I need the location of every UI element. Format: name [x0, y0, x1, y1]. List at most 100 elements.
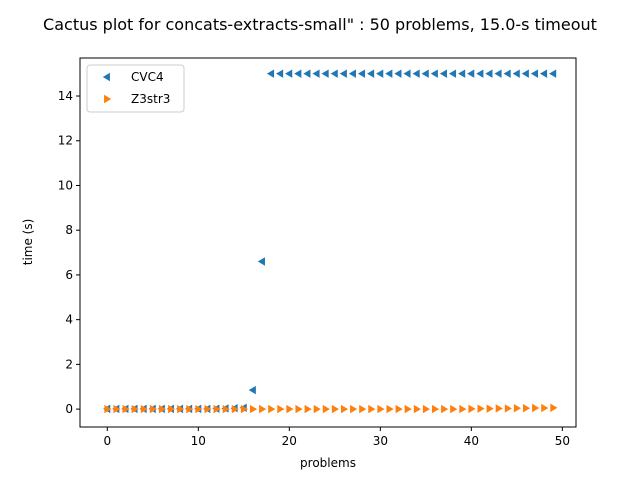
x-axis-label: problems [300, 456, 356, 470]
legend: CVC4 Z3str3 [86, 64, 185, 113]
x-tick-label: 10 [191, 434, 206, 448]
data-point [140, 404, 148, 414]
data-point [467, 69, 475, 78]
data-point [539, 69, 548, 78]
y-tick-label: 12 [58, 134, 73, 148]
data-point [503, 69, 511, 78]
legend-box [86, 64, 185, 113]
data-point [430, 69, 438, 78]
data-point [204, 404, 212, 414]
data-point [322, 404, 330, 414]
y-tick-label: 4 [65, 313, 73, 327]
data-point [240, 404, 249, 414]
plot-border [79, 57, 577, 428]
data-point [421, 69, 429, 78]
series-z3str3 [104, 403, 558, 414]
data-point [359, 404, 367, 414]
data-point [532, 403, 540, 413]
data-point [331, 404, 340, 414]
y-axis-ticks: 0 2 4 6 8 10 12 14 [58, 89, 80, 416]
x-tick-label: 30 [373, 434, 388, 448]
plot-area: 0 10 20 30 40 50 0 2 4 6 8 10 12 14 [58, 57, 577, 448]
data-point [222, 404, 230, 414]
legend-item-z3str3: Z3str3 [104, 92, 170, 106]
data-point [458, 69, 466, 78]
data-point [213, 404, 221, 414]
data-point [340, 404, 349, 414]
data-point [312, 69, 320, 78]
y-tick-label: 6 [65, 268, 73, 282]
y-axis-label: time (s) [21, 219, 35, 266]
data-point [177, 404, 185, 414]
data-point [277, 404, 285, 414]
plot-frame [80, 58, 576, 427]
data-point [113, 404, 121, 414]
legend-label-cvc4: CVC4 [131, 70, 164, 84]
data-point [276, 69, 284, 78]
data-point [476, 69, 484, 78]
data-point [357, 69, 366, 78]
data-point [521, 69, 529, 78]
data-point [394, 69, 402, 78]
legend-item-cvc4: CVC4 [102, 70, 164, 84]
data-point [395, 404, 403, 414]
data-point [303, 69, 311, 78]
data-point [313, 404, 321, 414]
data-point [339, 69, 347, 78]
legend-marker-z3str3 [104, 94, 112, 104]
data-point [485, 69, 493, 78]
data-point [122, 404, 130, 414]
data-point [422, 404, 431, 414]
y-tick-label: 0 [65, 402, 73, 416]
chart-title: Cactus plot for concats-extracts-small" … [43, 15, 597, 34]
data-point [523, 404, 531, 413]
data-point [248, 385, 256, 395]
data-point [249, 404, 258, 414]
data-point [431, 404, 440, 414]
data-point [286, 404, 294, 414]
data-point [513, 404, 522, 413]
data-point [131, 404, 139, 414]
data-point [295, 404, 303, 414]
data-point [477, 404, 485, 413]
data-point [321, 69, 329, 78]
x-tick-label: 50 [555, 434, 570, 448]
data-point [439, 69, 447, 78]
data-point [368, 404, 376, 414]
data-point [495, 404, 503, 413]
data-point [385, 69, 393, 78]
data-point [266, 69, 275, 78]
data-point [195, 404, 203, 414]
y-tick-label: 2 [65, 357, 73, 371]
data-point [386, 404, 394, 414]
data-point [330, 69, 338, 78]
data-point [459, 404, 467, 414]
data-point [504, 404, 512, 413]
data-point [268, 404, 276, 414]
y-tick-label: 8 [65, 223, 73, 237]
data-point [104, 404, 112, 414]
legend-marker-cvc4 [102, 72, 110, 82]
data-point [367, 69, 375, 78]
x-axis-ticks: 0 10 20 30 40 50 [103, 427, 570, 448]
x-tick-label: 40 [464, 434, 479, 448]
series-cvc4 [103, 69, 557, 414]
data-point [186, 404, 194, 414]
data-point [168, 404, 176, 414]
data-point [376, 69, 384, 78]
data-point [231, 404, 239, 414]
x-tick-label: 20 [282, 434, 297, 448]
data-point [304, 404, 312, 414]
data-point [403, 69, 411, 78]
data-point [441, 404, 449, 414]
data-point [377, 404, 385, 414]
data-point [404, 404, 412, 414]
legend-label-z3str3: Z3str3 [131, 92, 170, 106]
x-tick-label: 0 [103, 434, 111, 448]
data-point [549, 69, 557, 78]
data-point [450, 404, 458, 414]
data-point [541, 403, 549, 413]
data-point [494, 69, 502, 78]
data-point [412, 69, 420, 78]
